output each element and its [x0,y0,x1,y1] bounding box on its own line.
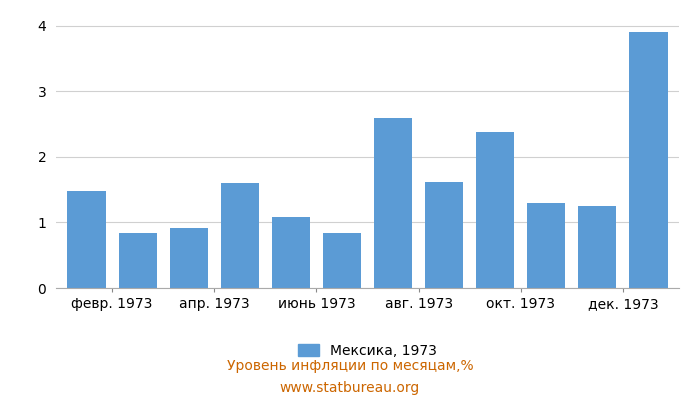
Bar [118,233,157,288]
Bar [374,118,412,288]
Text: www.statbureau.org: www.statbureau.org [280,381,420,395]
Bar [220,183,259,288]
Text: Уровень инфляции по месяцам,%: Уровень инфляции по месяцам,% [227,359,473,373]
Bar [629,32,668,288]
Bar [323,233,361,288]
Bar [67,191,106,288]
Legend: Мексика, 1973: Мексика, 1973 [298,344,437,358]
Bar [425,182,463,288]
Bar [169,228,208,288]
Bar [272,217,310,288]
Bar [476,132,514,288]
Bar [527,203,566,288]
Bar [578,206,617,288]
